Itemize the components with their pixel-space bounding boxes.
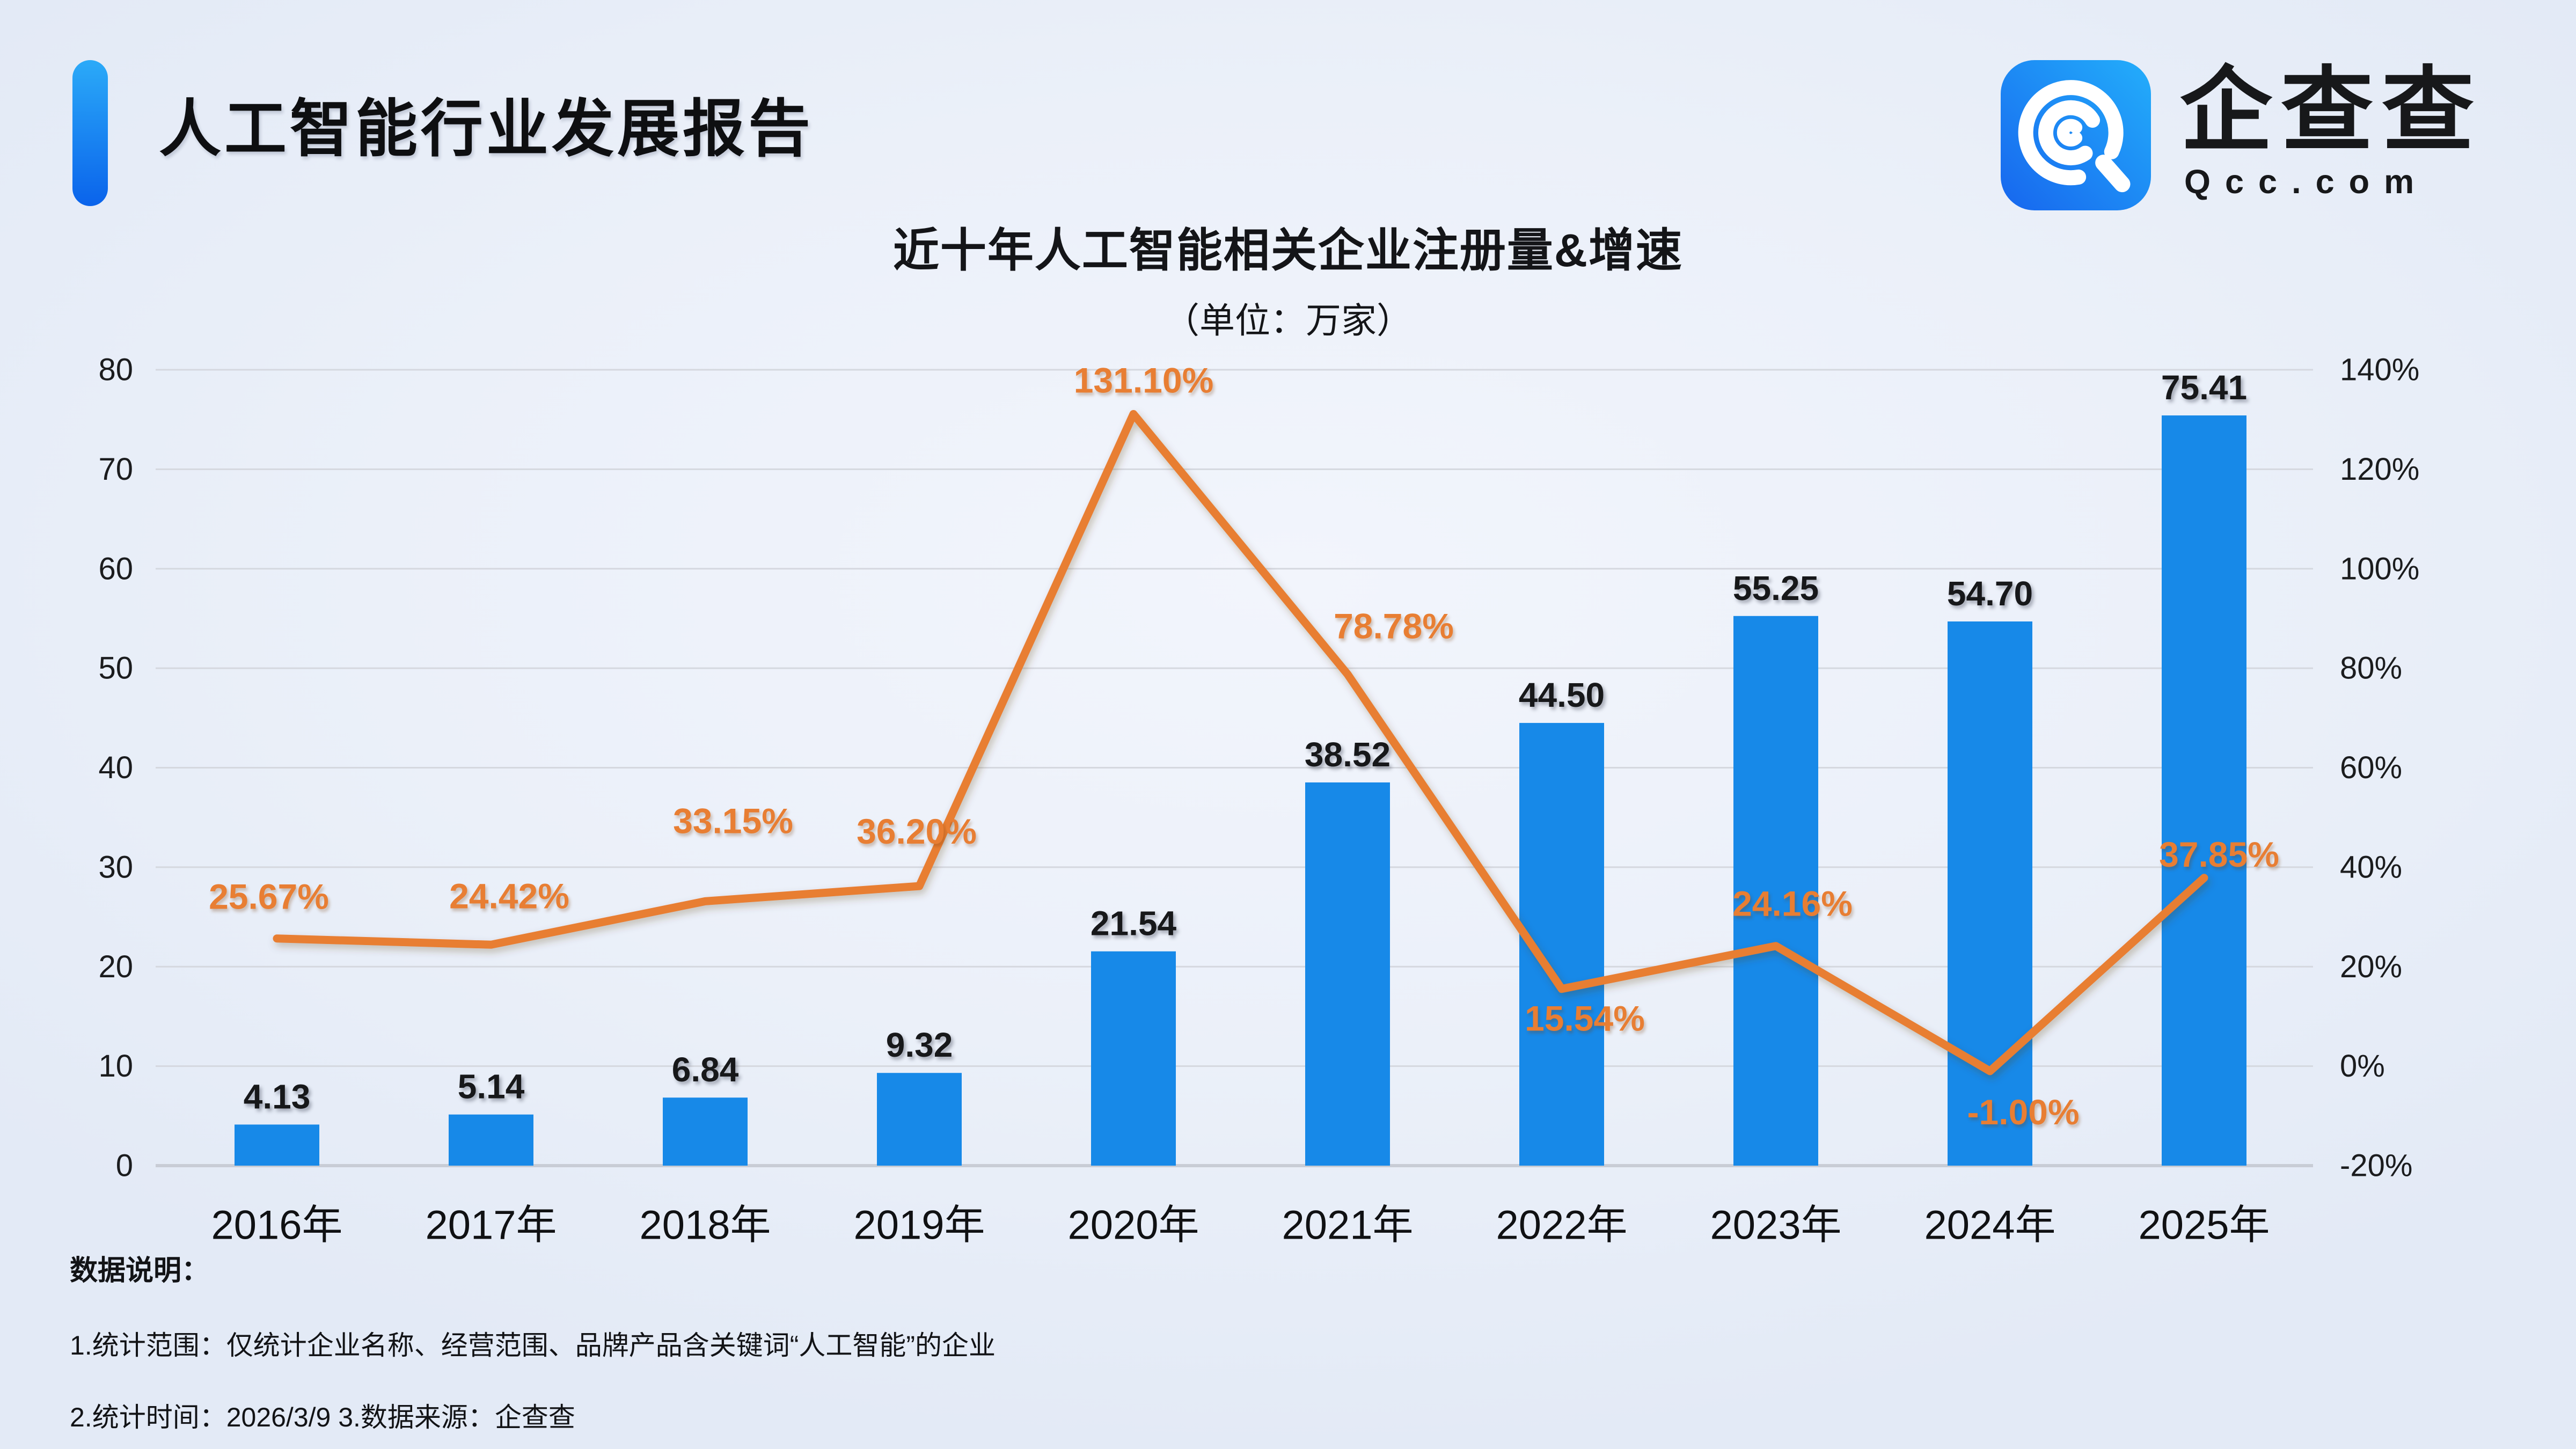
growth-line <box>273 410 2208 1075</box>
x-axis-label: 2019年 <box>853 1203 985 1248</box>
bar <box>663 1097 748 1166</box>
right-axis-tick: 80% <box>2340 651 2402 686</box>
left-axis-tick: 10 <box>98 1049 133 1084</box>
x-axis-label: 2020年 <box>1067 1203 1199 1248</box>
right-axis-tick: 40% <box>2340 850 2402 884</box>
chart-subtitle: （单位：万家） <box>1164 301 1412 340</box>
left-axis-tick: 40 <box>98 750 133 785</box>
growth-value-label: 78.78% <box>1334 606 1454 646</box>
bar <box>235 1124 319 1166</box>
chart-title: 近十年人工智能相关企业注册量&增速 <box>892 225 1684 276</box>
x-axis-label: 2021年 <box>1282 1203 1413 1248</box>
data-labels: 4.13 5.14 6.84 9.32 21.54 38.52 44.50 55.25 54.7… <box>209 360 2279 1131</box>
bar-value-label: 9.32 <box>886 1026 953 1064</box>
brand-name: 企查查 <box>2180 59 2483 162</box>
bar <box>1733 616 1818 1166</box>
growth-value-label: 36.20% <box>857 811 977 851</box>
left-axis-tick: 70 <box>98 452 133 487</box>
title-accent-bar <box>72 60 108 206</box>
left-axis-tick: 80 <box>98 353 133 387</box>
x-axis-label: 2016年 <box>211 1203 342 1248</box>
growth-value-label: 15.54% <box>1525 999 1645 1038</box>
left-axis-tick: 60 <box>98 551 133 586</box>
growth-value-label: -1.00% <box>1967 1092 2079 1132</box>
bar <box>449 1114 533 1166</box>
left-axis-tick: 0 <box>116 1148 133 1183</box>
axis-ticks: 0 -20%10 0%20 20%30 40%40 60%50 80%60 100%70 120… <box>98 353 2419 1248</box>
footer-heading: 数据说明： <box>70 1255 210 1286</box>
bar <box>2162 415 2246 1166</box>
right-axis-tick: 140% <box>2340 353 2419 387</box>
right-axis-tick: 0% <box>2340 1049 2385 1084</box>
page-title: 人工智能行业发展报告 <box>159 94 814 164</box>
growth-value-label: 24.16% <box>1732 884 1853 924</box>
x-axis-label: 2017年 <box>425 1203 557 1248</box>
growth-value-label: 33.15% <box>673 801 793 840</box>
bar-value-label: 55.25 <box>1733 569 1819 608</box>
bar-value-label: 38.52 <box>1305 735 1391 774</box>
bar-value-label: 21.54 <box>1091 904 1177 943</box>
qcc-logo-icon <box>2001 60 2151 210</box>
x-axis-label: 2024年 <box>1924 1203 2055 1248</box>
bar <box>877 1073 962 1166</box>
right-axis-tick: 20% <box>2340 949 2402 984</box>
x-axis-label: 2022年 <box>1496 1203 1627 1248</box>
bar-value-label: 54.70 <box>1947 574 2033 613</box>
bar-value-label: 75.41 <box>2161 368 2247 407</box>
right-axis-tick: 60% <box>2340 750 2402 785</box>
growth-line-series <box>273 410 2208 1075</box>
bar <box>1305 782 1390 1166</box>
left-axis-tick: 20 <box>98 949 133 984</box>
growth-value-label: 131.10% <box>1074 360 1214 400</box>
x-axis-label: 2023年 <box>1710 1203 1841 1248</box>
bar <box>1948 621 2032 1166</box>
bar-value-label: 6.84 <box>672 1050 739 1089</box>
bar-value-label: 4.13 <box>244 1077 311 1116</box>
growth-value-label: 25.67% <box>209 877 329 917</box>
bar-series <box>235 415 2246 1166</box>
brand-domain: Qcc.com <box>2184 163 2429 201</box>
growth-value-label: 24.42% <box>449 876 569 916</box>
x-axis-label: 2018年 <box>639 1203 771 1248</box>
qcc-logo: 企查查 Qcc.com <box>2001 60 2516 221</box>
left-axis-tick: 30 <box>98 850 133 884</box>
right-axis-tick: 120% <box>2340 452 2419 487</box>
growth-value-label: 37.85% <box>2159 835 2279 874</box>
footer-note-time-source: 2.统计时间：2026/3/9 3.数据来源：企查查 <box>70 1402 575 1432</box>
footer-note-scope: 1.统计范围：仅统计企业名称、经营范围、品牌产品含关键词“人工智能”的企业 <box>70 1330 996 1360</box>
right-axis-tick: -20% <box>2340 1148 2412 1183</box>
bar <box>1091 951 1176 1166</box>
left-axis-tick: 50 <box>98 651 133 686</box>
bar-value-label: 5.14 <box>458 1067 525 1106</box>
right-axis-tick: 100% <box>2340 551 2419 586</box>
x-axis-label: 2025年 <box>2138 1203 2270 1248</box>
bar-value-label: 44.50 <box>1519 676 1605 714</box>
